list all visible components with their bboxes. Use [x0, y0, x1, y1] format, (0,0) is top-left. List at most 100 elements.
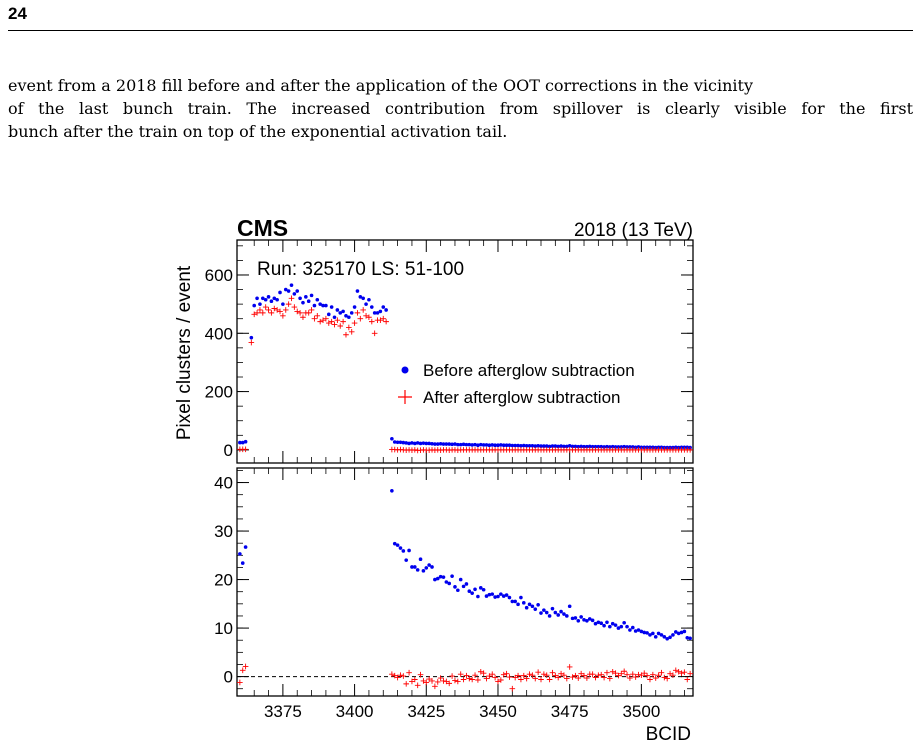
lower-before-point [590, 618, 595, 623]
lower-before-point [559, 609, 563, 614]
upper-before-point [478, 442, 483, 447]
lower-after-point [558, 670, 564, 677]
upper-before-point [369, 305, 374, 309]
lower-after-point [423, 679, 430, 686]
upper-before-point [238, 440, 242, 445]
lower-before-point [610, 621, 615, 626]
upper-after-point [334, 317, 341, 323]
upper-before-point [384, 308, 388, 312]
lower-before-point [444, 580, 449, 584]
lower-after-point [687, 670, 693, 677]
lower-after-point [457, 671, 464, 677]
lower-before-point [504, 593, 509, 597]
lower-before-point [565, 614, 569, 618]
lower-after-point [684, 676, 691, 683]
lower-before-point [573, 616, 578, 620]
upper-after-point [254, 310, 260, 316]
page-number: 24 [8, 4, 27, 23]
lower-before-point [599, 621, 604, 626]
upper-before-point [367, 297, 371, 302]
lower-after-point [667, 670, 673, 677]
upper-after-point [348, 329, 355, 335]
upper-before-point [470, 443, 474, 447]
lower-after-point [455, 678, 461, 685]
lower-after-point [403, 681, 410, 687]
lower-after-point [681, 669, 688, 676]
upper-before-point [281, 302, 285, 306]
paragraph-line: of the last bunch train. The increased c… [8, 99, 913, 118]
upper-before-point [450, 442, 454, 447]
lower-before-point [418, 557, 423, 561]
lower-before-point [435, 576, 440, 581]
upper-before-point [361, 296, 365, 301]
lower-after-point [417, 671, 424, 678]
upper-before-point [530, 444, 535, 448]
lower-before-point [456, 588, 460, 593]
lower-after-point [543, 672, 550, 678]
upper-before-point [355, 289, 360, 293]
lower-after-point [609, 668, 616, 675]
lower-after-point [629, 671, 636, 677]
lower-before-point [467, 589, 472, 594]
lower-before-point [476, 594, 480, 599]
upper-before-point [381, 305, 386, 309]
upper-before-point [550, 444, 555, 448]
lower-before-point [453, 585, 457, 589]
upper-before-point [516, 443, 520, 448]
upper-before-point [326, 312, 331, 317]
upper-after-point [308, 307, 315, 313]
upper-before-point [504, 443, 509, 448]
upper-before-point [352, 305, 357, 309]
lower-before-point [648, 633, 652, 637]
upper-after-point [357, 315, 364, 322]
lower-before-point [493, 595, 497, 599]
lower-before-point [562, 612, 566, 616]
lower-after-point [541, 671, 547, 677]
upper-after-point [305, 310, 312, 316]
lower-before-point [524, 605, 529, 610]
lower-after-point [604, 669, 610, 676]
lower-after-point [535, 669, 541, 676]
upper-after-point [294, 308, 301, 315]
upper-before-point [375, 311, 380, 315]
upper-before-point [435, 442, 440, 446]
upper-before-point [533, 444, 538, 448]
lower-after-point [566, 664, 573, 670]
lower-before-point [392, 541, 397, 546]
upper-before-point [622, 444, 626, 449]
upper-after-point [268, 310, 275, 316]
upper-before-point [269, 299, 274, 304]
lower-after-point [664, 675, 670, 682]
lower-before-point [668, 635, 672, 640]
lower-before-point [510, 599, 515, 604]
legend-before-label: Before afterglow subtraction [423, 361, 635, 380]
lower-after-point [475, 677, 481, 683]
lower-after-point [452, 677, 458, 684]
upper-before-point [636, 445, 641, 449]
cms-label: CMS [237, 215, 288, 241]
lower-after-point [555, 674, 562, 681]
upper-before-point [312, 303, 317, 308]
lower-after-point [523, 675, 530, 682]
upper-before-point [243, 439, 248, 444]
lower-before-point [487, 592, 492, 597]
lower-after-point [678, 670, 685, 676]
lower-before-point [579, 615, 583, 619]
upper-before-point [585, 444, 589, 449]
upper-after-point [300, 314, 306, 321]
lower-after-point [638, 672, 645, 678]
upper-after-point [314, 312, 321, 319]
lower-before-point [513, 599, 517, 604]
upper-after-point [380, 315, 387, 322]
lower-before-point [478, 586, 483, 590]
y-tick-label: 0 [224, 441, 233, 460]
upper-before-point [556, 444, 561, 449]
lower-after-point [429, 678, 435, 684]
x-tick-label: 3500 [622, 702, 660, 721]
x-tick-label: 3450 [479, 702, 517, 721]
upper-after-point [257, 307, 263, 313]
lower-before-point [521, 601, 526, 605]
upper-after-point [271, 305, 278, 312]
upper-before-point [507, 443, 512, 448]
